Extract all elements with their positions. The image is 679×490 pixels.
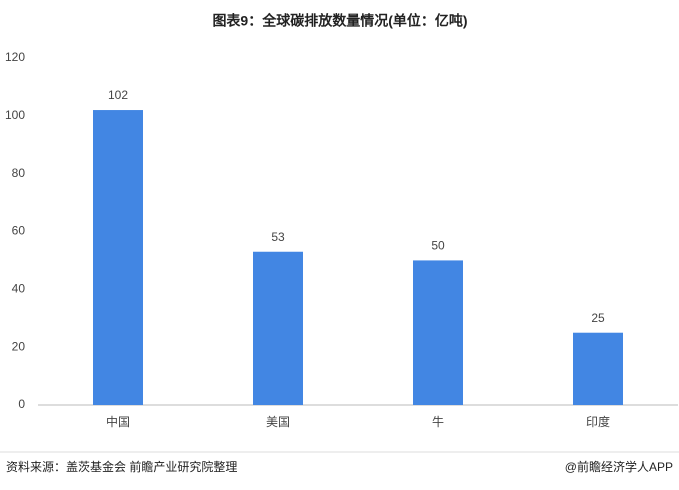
data-label: 50 xyxy=(431,239,445,253)
y-tick-label: 100 xyxy=(5,108,25,122)
y-tick-label: 0 xyxy=(18,397,25,411)
bar xyxy=(93,110,143,406)
y-tick-label: 40 xyxy=(12,282,26,296)
bar xyxy=(253,251,303,405)
y-tick-label: 60 xyxy=(12,224,26,238)
x-tick-label: 美国 xyxy=(266,415,290,429)
y-tick-label: 120 xyxy=(5,50,25,64)
data-label: 53 xyxy=(271,230,285,244)
footer-source: 资料来源：盖茨基金会 前瞻产业研究院整理 xyxy=(6,459,237,474)
bar xyxy=(573,332,623,405)
y-tick-label: 80 xyxy=(12,166,26,180)
y-tick-label: 20 xyxy=(12,339,26,353)
x-tick-label: 牛 xyxy=(432,414,444,429)
data-label: 25 xyxy=(591,311,605,325)
x-tick-label: 中国 xyxy=(106,414,130,429)
footer-brand: @前瞻经济学人APP xyxy=(565,459,673,474)
bar xyxy=(413,260,463,405)
data-label: 102 xyxy=(108,88,128,102)
x-tick-label: 印度 xyxy=(586,414,610,429)
chart-title: 图表9：全球碳排放数量情况(单位：亿吨) xyxy=(212,13,467,29)
